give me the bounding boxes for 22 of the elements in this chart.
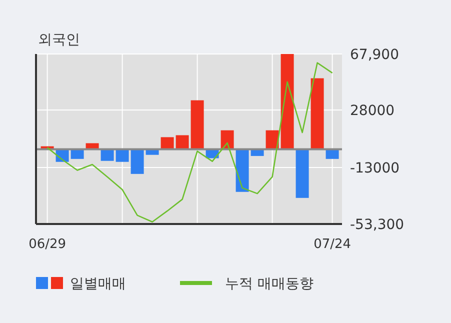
bar [176,135,189,150]
bar [310,78,324,150]
bar [130,149,144,174]
bar [296,149,309,198]
bar [190,100,204,150]
x-tick-label: 06/29 [28,237,66,252]
bar [326,149,339,159]
bar [236,149,249,192]
y-tick-label: 67,900 [350,47,399,63]
line-series [46,62,333,223]
x-tick-label: 07/24 [314,237,352,252]
bar [160,137,174,150]
y-tick-label: -53,300 [350,217,404,233]
bar [280,54,294,150]
y-tick-label: 28000 [350,102,395,119]
legend-label: 일별매매 [70,276,126,292]
bar [70,149,84,159]
legend-label: 누적 매매동향 [225,276,314,292]
bar [100,149,114,161]
chart-title: 외국인 [38,32,80,48]
y-tick-label: -13000 [350,160,400,176]
bar [116,149,129,162]
